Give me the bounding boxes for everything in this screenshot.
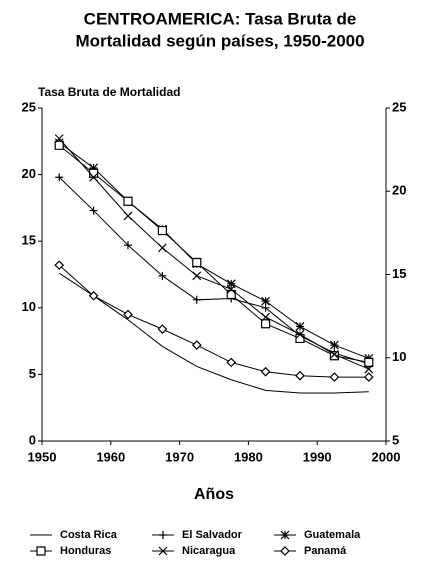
y-axis-label: Tasa Bruta de Mortalidad [38, 85, 180, 99]
legend-label: Costa Rica [60, 529, 118, 541]
legend-label: Honduras [60, 545, 111, 557]
marker [280, 546, 290, 556]
y-tick-label: 0 [29, 432, 36, 447]
marker [158, 546, 168, 556]
marker [158, 271, 167, 280]
marker [89, 206, 98, 215]
marker [159, 531, 167, 539]
legend-label: Nicaragua [182, 545, 236, 557]
marker [329, 372, 340, 382]
y-tick-label: 20 [22, 166, 36, 181]
legend-label: El Salvador [182, 529, 243, 541]
y2-tick-label: 20 [392, 183, 406, 198]
marker [260, 366, 271, 377]
marker [157, 243, 167, 253]
marker [123, 211, 133, 221]
marker [123, 196, 133, 206]
legend-label: Panamá [304, 545, 347, 557]
x-axis-label: Años [194, 486, 234, 503]
series-line [58, 144, 369, 363]
marker [191, 340, 202, 350]
marker [123, 309, 133, 320]
y-tick-label: 10 [22, 299, 36, 314]
marker [192, 271, 202, 281]
marker [226, 284, 236, 294]
marker [89, 172, 99, 182]
chart-subtitle: Mortalidad según países, 1950-2000 [75, 31, 364, 50]
marker [88, 290, 99, 301]
marker [364, 357, 374, 368]
y2-tick-label: 15 [392, 266, 406, 281]
marker [192, 257, 202, 268]
marker [261, 319, 271, 329]
marker [54, 140, 64, 150]
x-tick-label: 2000 [372, 449, 401, 464]
marker [54, 260, 65, 271]
marker [226, 357, 237, 368]
marker [192, 295, 201, 304]
marker [261, 312, 271, 322]
marker [261, 296, 271, 306]
marker [89, 163, 99, 173]
marker [36, 546, 46, 556]
x-tick-label: 1960 [96, 449, 125, 464]
marker [295, 370, 305, 381]
marker [329, 349, 339, 359]
y-tick-label: 5 [29, 366, 36, 381]
marker [295, 330, 305, 339]
x-tick-label: 1950 [28, 449, 57, 464]
series-line [58, 138, 369, 370]
marker [157, 324, 168, 334]
series-line [58, 142, 369, 359]
marker [55, 173, 64, 182]
marker [124, 241, 132, 250]
x-tick-label: 1970 [165, 449, 194, 464]
x-tick-label: 1990 [303, 449, 332, 464]
series-line [58, 264, 369, 378]
y-tick-label: 15 [22, 233, 36, 248]
y2-tick-label: 5 [392, 432, 399, 447]
x-tick-label: 1980 [234, 449, 263, 464]
marker [363, 372, 374, 382]
y2-tick-label: 10 [392, 349, 406, 364]
marker [89, 168, 99, 178]
marker [329, 340, 339, 350]
y2-tick-label: 25 [392, 99, 406, 114]
y-tick-label: 25 [22, 99, 36, 114]
marker [54, 134, 64, 144]
marker [226, 279, 236, 289]
marker [157, 225, 167, 236]
series-line [58, 272, 369, 394]
marker [364, 364, 374, 374]
chart-title: CENTROAMERICA: Tasa Bruta de [84, 9, 357, 28]
series-line [58, 176, 369, 365]
legend-label: Guatemala [304, 529, 361, 541]
marker [280, 530, 290, 540]
marker [295, 322, 305, 331]
